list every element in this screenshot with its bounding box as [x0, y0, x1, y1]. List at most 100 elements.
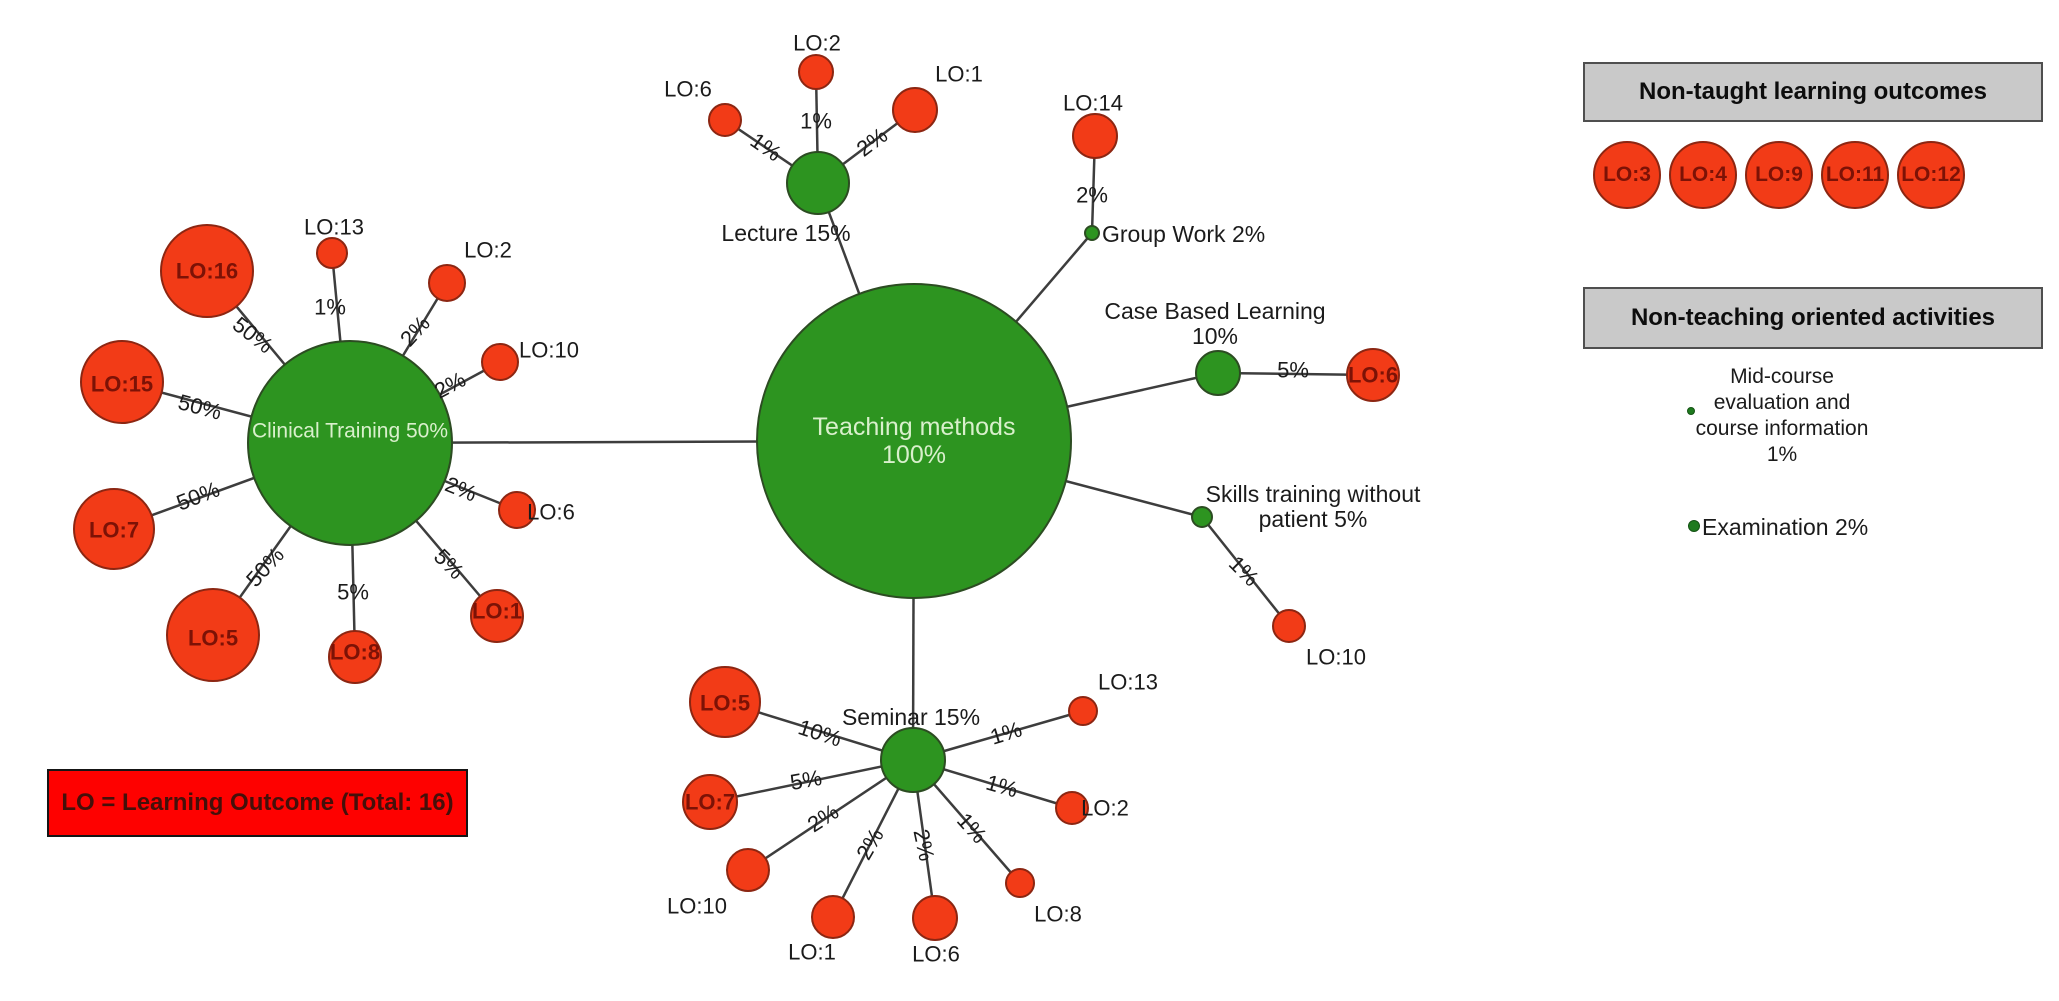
edge-label-lecture-lect-lo2: 1% — [800, 109, 832, 134]
label-lect-lo6: LO:6 — [664, 77, 712, 102]
label-clin-lo10: LO:10 — [519, 338, 579, 363]
node-sem-lo13 — [1068, 696, 1098, 726]
legend-non-taught-title: Non-taught learning outcomes — [1639, 78, 1987, 105]
node-clin-lo8 — [328, 630, 382, 684]
label-clinical: Clinical Training 50% — [252, 420, 448, 443]
edge-label-case-based-cb-lo6: 5% — [1277, 358, 1309, 383]
non-taught-lo12: LO:12 — [1897, 141, 1965, 209]
label-sem-lo1: LO:1 — [788, 940, 836, 965]
legend-non-taught-header: Non-taught learning outcomes — [1583, 62, 2043, 122]
label-cb-lo6: LO:6 — [1348, 363, 1398, 388]
node-clin-lo7 — [73, 488, 155, 570]
edge-label-clinical-clin-lo6: 2% — [442, 471, 481, 506]
label-sem-lo13: LO:13 — [1098, 670, 1158, 695]
mid-course-dot — [1687, 407, 1695, 415]
label-clin-lo2: LO:2 — [464, 238, 512, 263]
node-sem-lo5 — [689, 666, 761, 738]
node-clin-lo15 — [80, 340, 164, 424]
edge-label-seminar-sem-lo2: 1% — [983, 770, 1020, 803]
label-lecture: Lecture 15% — [721, 220, 850, 246]
non-taught-lo3: LO:3 — [1593, 141, 1661, 209]
node-clin-lo2 — [428, 264, 466, 302]
mid-course-item: Mid-course evaluation and course informa… — [1662, 364, 1902, 468]
node-clin-lo6 — [498, 491, 536, 529]
legend-non-teaching-header: Non-teaching oriented activities — [1583, 287, 2043, 349]
edge-label-clinical-clin-lo16: 50% — [228, 312, 278, 359]
node-sem-lo7 — [682, 774, 738, 830]
edge-label-clinical-clin-lo7: 50% — [173, 476, 223, 515]
node-sem-lo10 — [726, 848, 770, 892]
label-clin-lo16: LO:16 — [176, 259, 238, 284]
edge-label-skills-sk-lo10: 1% — [1224, 551, 1264, 591]
edge-label-seminar-sem-lo10: 2% — [803, 799, 843, 837]
label-sem-lo8: LO:8 — [1034, 902, 1082, 927]
node-clin-lo1 — [470, 589, 524, 643]
label-group-work: Group Work 2% — [1102, 221, 1265, 247]
label-clin-lo5: LO:5 — [188, 626, 238, 651]
label-sem-lo10: LO:10 — [667, 894, 727, 919]
node-gw-lo14 — [1072, 113, 1118, 159]
node-clin-lo5 — [166, 588, 260, 682]
label-skills: patient 5% — [1259, 506, 1368, 532]
node-lect-lo6 — [708, 103, 742, 137]
node-skills — [1191, 506, 1213, 528]
edge-label-clinical-clin-lo15: 50% — [175, 389, 224, 425]
non-taught-lo-circles: LO:3 LO:4 LO:9 LO:11 LO:12 — [1593, 141, 1965, 209]
label-teaching: Teaching methods — [813, 413, 1016, 441]
node-clin-lo16 — [160, 224, 254, 318]
legend-non-teaching-title: Non-teaching oriented activities — [1630, 304, 1996, 331]
label-case-based: 10% — [1192, 323, 1238, 349]
label-clin-lo8: LO:8 — [330, 640, 380, 665]
edge-label-clinical-clin-lo13: 1% — [314, 295, 346, 320]
label-clin-lo7: LO:7 — [89, 518, 139, 543]
edge-label-seminar-sem-lo7: 5% — [788, 765, 824, 795]
edge-label-seminar-sem-lo1: 2% — [851, 824, 889, 864]
non-taught-lo4: LO:4 — [1669, 141, 1737, 209]
node-clin-lo13 — [316, 237, 348, 269]
edge-skills-sk-lo10 — [1201, 516, 1290, 627]
edge-label-group-work-gw-lo14: 2% — [1076, 183, 1108, 208]
node-teaching — [756, 283, 1072, 599]
node-case-based — [1195, 350, 1241, 396]
node-seminar — [880, 727, 946, 793]
node-sem-lo6 — [912, 895, 958, 941]
edge-label-clinical-clin-lo2: 2% — [395, 311, 435, 351]
examination-item: Examination 2% — [1702, 514, 1869, 540]
edge-label-clinical-clin-lo8: 5% — [337, 580, 369, 605]
label-sem-lo7: LO:7 — [685, 790, 735, 815]
mid-course-line3: course information — [1695, 417, 1869, 440]
label-sem-lo5: LO:5 — [700, 691, 750, 716]
label-clin-lo6: LO:6 — [527, 500, 575, 525]
mid-course-line2: evaluation and — [1713, 391, 1851, 414]
edge-label-lecture-lect-lo1: 2% — [852, 122, 892, 161]
edge-label-lecture-lect-lo6: 1% — [746, 128, 786, 167]
node-group-work — [1084, 225, 1100, 241]
non-taught-lo11: LO:11 — [1821, 141, 1889, 209]
label-skills: Skills training without — [1206, 481, 1421, 507]
label-sem-lo6: LO:6 — [912, 942, 960, 967]
label-clin-lo13: LO:13 — [304, 215, 364, 240]
non-taught-lo9: LO:9 — [1745, 141, 1813, 209]
node-clin-lo10 — [481, 343, 519, 381]
label-teaching: 100% — [882, 441, 946, 469]
node-sem-lo2 — [1055, 791, 1089, 825]
label-gw-lo14: LO:14 — [1063, 91, 1123, 116]
mid-course-line1: Mid-course — [1730, 365, 1834, 388]
edge-label-seminar-sem-lo5: 10% — [795, 714, 845, 751]
lo-note-text: LO = Learning Outcome (Total: 16) — [61, 789, 454, 816]
label-lect-lo2: LO:2 — [793, 31, 841, 56]
node-clinical — [247, 340, 453, 546]
node-lect-lo1 — [892, 87, 938, 133]
edge-label-seminar-sem-lo6: 2% — [908, 827, 939, 863]
edge-seminar-sem-lo10 — [747, 758, 914, 872]
node-lect-lo2 — [798, 54, 834, 90]
node-sk-lo10 — [1272, 609, 1306, 643]
node-sem-lo8 — [1005, 868, 1035, 898]
node-sem-lo1 — [811, 895, 855, 939]
label-case-based: Case Based Learning — [1104, 298, 1325, 324]
node-cb-lo6 — [1346, 348, 1400, 402]
edge-seminar-sem-lo7 — [709, 758, 914, 804]
edge-label-seminar-sem-lo13: 1% — [987, 716, 1025, 749]
